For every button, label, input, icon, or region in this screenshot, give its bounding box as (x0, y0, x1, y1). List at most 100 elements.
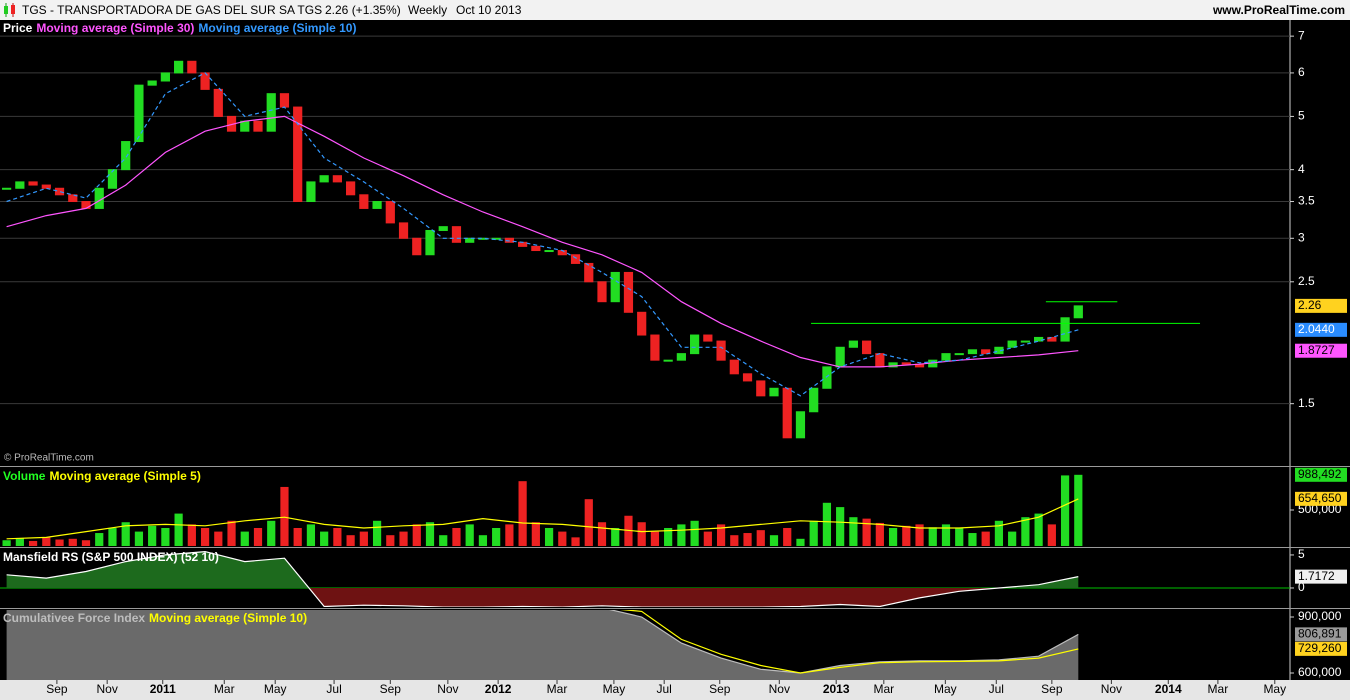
candle (531, 245, 541, 252)
value-label: 806,891 (1298, 627, 1342, 641)
candle (15, 181, 25, 189)
volume-bar (293, 527, 302, 546)
legend-entry: Moving average (Simple 10) (149, 611, 307, 625)
candle (451, 226, 462, 243)
candle (623, 271, 634, 313)
volume-bar (42, 537, 51, 546)
x-tick-label: May (603, 682, 626, 696)
y-tick-label: 5 (1298, 547, 1305, 561)
candle (187, 60, 197, 74)
y-tick-label: 2.5 (1298, 274, 1315, 288)
volume-bar (769, 535, 779, 546)
candle (121, 141, 131, 171)
area-below (6, 587, 1079, 607)
volume-bar (1047, 524, 1056, 546)
header-date: Oct 10 2013 (456, 3, 522, 17)
x-tick-label: Sep (1041, 682, 1063, 696)
legend-entry: Cumulativee Force Index (3, 611, 145, 625)
volume-bar (822, 502, 832, 546)
candle (293, 106, 303, 203)
legend: Price Moving average (Simple 30) Moving av… (3, 21, 356, 35)
candle (1034, 336, 1044, 342)
x-tick-label: Mar (214, 682, 235, 696)
volume-bar (703, 531, 712, 546)
volume-bar (1060, 475, 1070, 546)
candle (782, 387, 792, 439)
volume-bar (386, 535, 395, 546)
x-tick-label: Nov (769, 682, 790, 696)
volume-bar (783, 527, 792, 546)
volume-bar (333, 527, 342, 546)
volume-bar (664, 527, 673, 546)
volume-bar (558, 531, 567, 546)
volume-bar (200, 527, 210, 546)
volume-bar (148, 525, 157, 546)
volume-bar (597, 522, 607, 546)
volume-bar (1008, 531, 1017, 546)
line (609, 610, 1079, 674)
volume-bar (15, 538, 24, 546)
candle (160, 72, 170, 82)
volume-bar (531, 522, 540, 546)
legend-entry: Moving average (Simple 5) (49, 469, 200, 483)
volume-bar (1021, 517, 1030, 546)
y-tick-label: 3.5 (1298, 194, 1315, 208)
candle (438, 226, 448, 231)
value-label: 2.26 (1298, 298, 1322, 312)
volume-bar (478, 535, 488, 546)
candle (967, 349, 978, 355)
volume-bar (121, 522, 130, 546)
x-tick-label: May (1263, 682, 1286, 696)
candle (769, 387, 779, 397)
legend: Volume Moving average (Simple 5) (3, 469, 201, 483)
volume-bar (941, 524, 951, 546)
value-label: 729,260 (1298, 641, 1342, 655)
x-tick-label: 2014 (1155, 682, 1182, 696)
volume-bar (174, 513, 183, 546)
volume-bar (571, 537, 580, 546)
x-tick-label: May (264, 682, 287, 696)
volume-bar (677, 524, 686, 546)
x-tick-label: Jul (989, 682, 1004, 696)
x-tick-label: Sep (709, 682, 731, 696)
volume-bar (81, 540, 91, 546)
candle (200, 72, 210, 90)
volume-bar (849, 517, 858, 546)
candle (68, 194, 78, 203)
value-label-box (1295, 627, 1347, 642)
y-tick-label: 4 (1298, 162, 1305, 176)
volume-bar (716, 524, 726, 546)
candle (425, 229, 435, 256)
value-label: 988,492 (1298, 467, 1342, 481)
volume-bar (425, 522, 435, 546)
volume-bar (134, 531, 144, 546)
candle (398, 222, 409, 239)
volume-bar (227, 520, 236, 546)
header-site[interactable]: www.ProRealTime.com (1212, 3, 1345, 17)
volume-bar (187, 524, 196, 546)
candle (266, 93, 276, 132)
volume-bar (161, 527, 170, 546)
volume-bar (928, 527, 937, 546)
volume-bar (280, 486, 289, 546)
candle (134, 84, 144, 143)
value-label-box (1295, 467, 1347, 482)
candle (279, 93, 290, 108)
candle (584, 262, 594, 283)
area (6, 610, 1079, 680)
candle (2, 187, 12, 190)
candle (862, 340, 872, 355)
header-bar (0, 0, 1350, 20)
volume-bar (584, 499, 593, 546)
candle (676, 353, 686, 361)
value-label-box (1295, 343, 1347, 358)
volume-bar (28, 540, 38, 546)
candle (941, 353, 951, 361)
line (6, 498, 1079, 540)
value-label: 1.7172 (1298, 569, 1335, 583)
volume-bar (650, 531, 660, 546)
volume-bar (915, 524, 924, 546)
volume-bar (690, 520, 699, 546)
legend-entry: Mansfield RS (S&P 500 INDEX) (52 10) (3, 550, 219, 564)
